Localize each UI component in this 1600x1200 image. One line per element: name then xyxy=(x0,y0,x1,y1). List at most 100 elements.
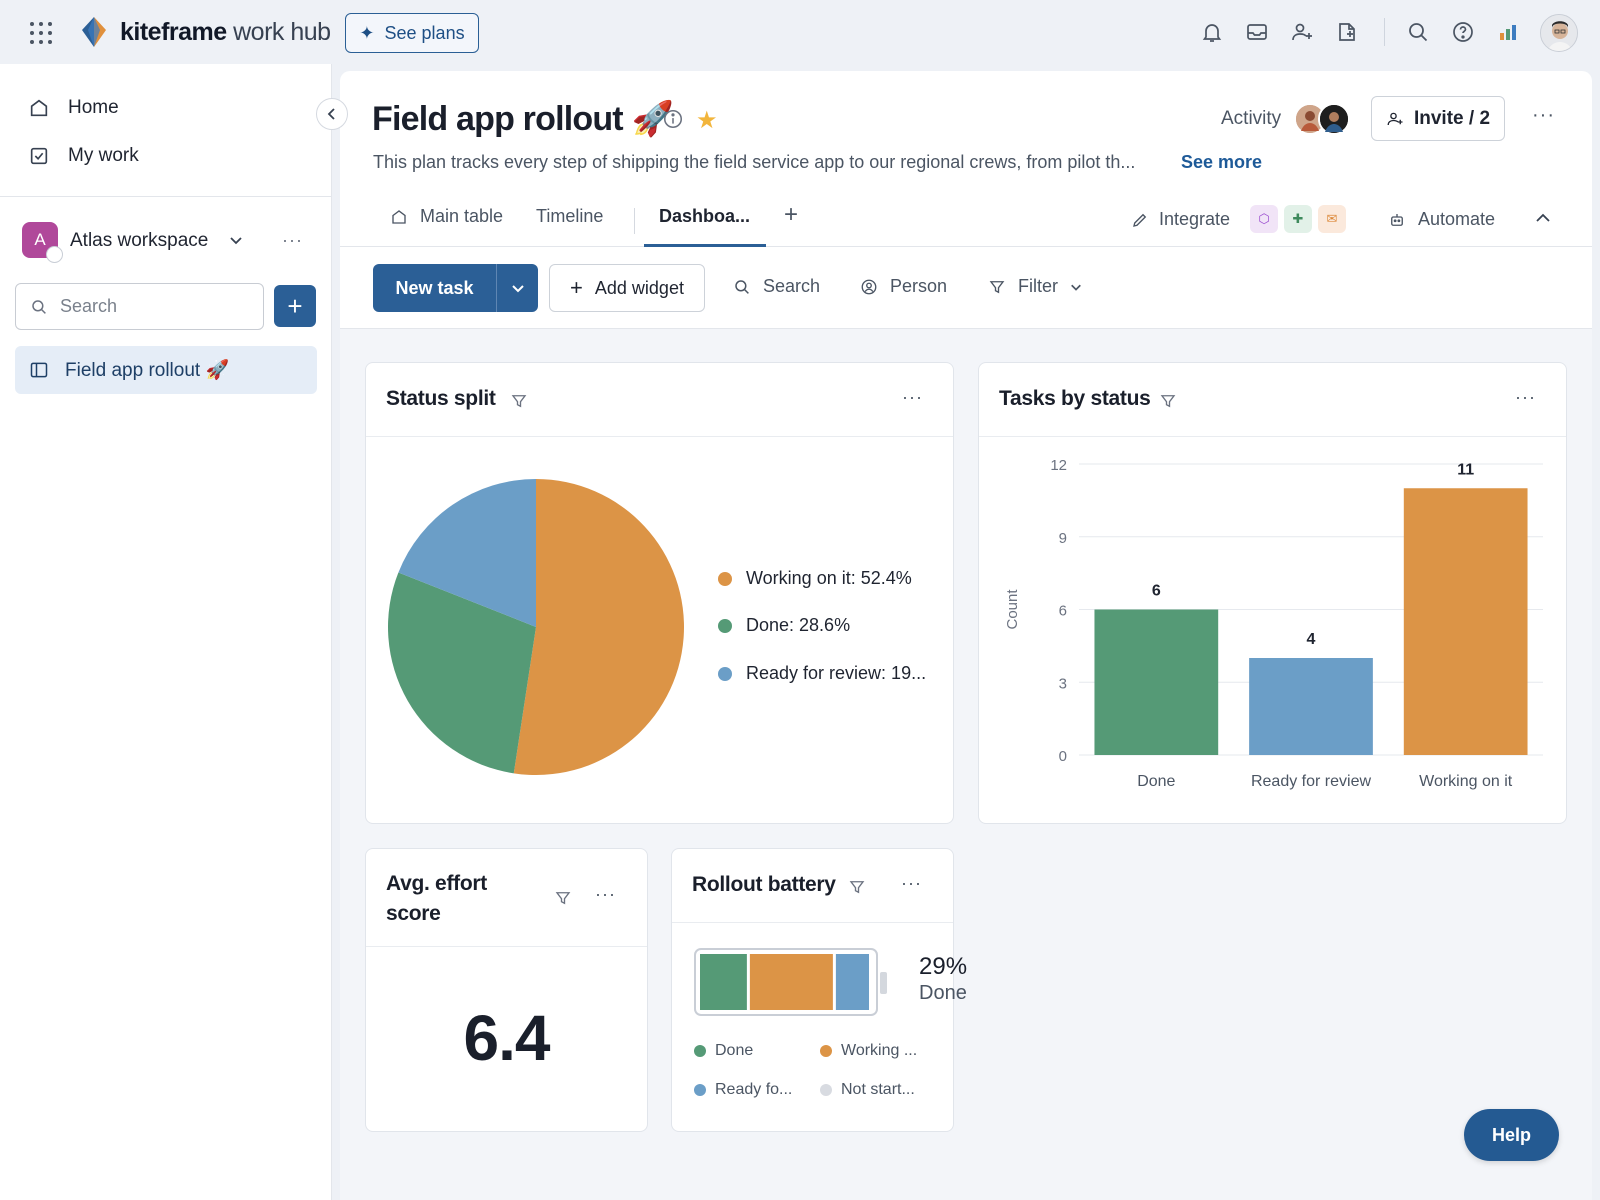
sidebar-item-home[interactable]: Home xyxy=(28,94,119,122)
sidebar-item-label: Home xyxy=(68,97,119,118)
more-icon[interactable]: ··· xyxy=(901,873,922,893)
see-more-link[interactable]: See more xyxy=(1181,152,1263,172)
filter-icon[interactable] xyxy=(1159,392,1177,410)
invite-member-icon xyxy=(1387,112,1403,125)
new-task-label[interactable]: New task xyxy=(373,264,497,312)
automate-label: Automate xyxy=(1418,209,1496,229)
new-task-dropdown[interactable] xyxy=(497,264,538,312)
integrate-button[interactable]: Integrate xyxy=(1131,209,1230,230)
add-widget-button[interactable]: + Add widget xyxy=(549,264,705,312)
more-icon[interactable]: ··· xyxy=(1532,104,1555,126)
person-label: Person xyxy=(890,276,948,296)
bell-icon[interactable] xyxy=(1200,20,1224,44)
chevron-down-icon[interactable] xyxy=(228,232,244,248)
search-input[interactable] xyxy=(60,296,240,317)
workspace-badge[interactable]: A xyxy=(22,222,63,263)
legend-label: Ready for review: 19... xyxy=(746,663,927,683)
pie-slice-done[interactable] xyxy=(388,572,536,774)
help-button[interactable]: Help xyxy=(1464,1109,1559,1161)
invite-button[interactable]: Invite / 2 xyxy=(1371,96,1505,141)
star-icon[interactable]: ★ xyxy=(696,107,718,134)
grid-icon[interactable] xyxy=(28,20,54,46)
filter-icon[interactable] xyxy=(510,392,528,410)
legend-item: Ready fo... xyxy=(694,1081,792,1099)
legend-item: Done xyxy=(694,1042,753,1060)
legend-label: Done xyxy=(715,1042,754,1059)
bar-working-on-it[interactable] xyxy=(1403,488,1528,755)
x-tick-label: Ready for review xyxy=(1251,773,1371,790)
sidebar-item-board[interactable]: Field app rollout 🚀 xyxy=(15,346,317,394)
add-item-button[interactable]: + xyxy=(274,285,316,327)
info-icon[interactable] xyxy=(662,108,684,130)
chevron-up-icon[interactable] xyxy=(1534,209,1552,227)
user-avatar[interactable] xyxy=(1540,14,1578,52)
legend-swatch xyxy=(718,571,732,586)
logo-icon xyxy=(82,17,106,47)
rollout-battery-widget: Rollout battery ··· 29% Done Done Workin… xyxy=(671,848,967,1132)
legend-label: Working on it: 52.4% xyxy=(746,568,912,588)
more-icon[interactable]: ··· xyxy=(595,884,616,904)
tab-dashboard[interactable]: Dashboa... xyxy=(659,206,750,227)
sidebar-search[interactable] xyxy=(15,283,264,330)
workspace-more-icon[interactable]: ··· xyxy=(282,230,303,250)
avatar-portrait xyxy=(1541,15,1577,51)
widget-title: Tasks by status xyxy=(999,387,1151,410)
invite-member-icon[interactable] xyxy=(1290,20,1314,44)
avatar[interactable] xyxy=(1318,103,1350,135)
avatar-portrait xyxy=(1296,105,1324,133)
battery-segment-done xyxy=(700,954,747,1010)
main-panel: Field app rollout 🚀 ★ Activity Invite / … xyxy=(340,71,1592,1200)
bar-ready-for-review[interactable] xyxy=(1249,658,1373,755)
pie-slice-ready-for-review[interactable] xyxy=(398,479,536,627)
workspace-name[interactable]: Atlas workspace xyxy=(70,230,209,251)
see-plans-button[interactable]: ✦ See plans xyxy=(345,13,479,53)
tasks-by-status-widget: Tasks by status ··· 0 3 6 9 12 Count 6 Done 4 Rea… xyxy=(978,362,1567,824)
pie-slice-working-on-it[interactable] xyxy=(513,479,684,775)
new-task-button[interactable]: New task xyxy=(373,264,538,312)
mail-icon[interactable]: ✉ xyxy=(1318,205,1346,233)
automate-button[interactable]: Automate xyxy=(1388,209,1495,230)
chart-icon[interactable] xyxy=(1496,20,1520,44)
board-description: This plan tracks every step of shipping … xyxy=(373,152,1136,172)
more-icon[interactable]: ··· xyxy=(902,387,923,407)
toolbar: New task + Add widget Search Person Filt… xyxy=(340,247,1592,329)
person-filter-button[interactable]: Person xyxy=(860,276,947,297)
y-tick-label: 6 xyxy=(1059,603,1067,620)
tab-main-table[interactable]: Main table xyxy=(390,206,503,227)
integration-app-icon[interactable]: ⬡ xyxy=(1250,205,1278,233)
search-button[interactable]: Search xyxy=(733,276,820,297)
filter-button[interactable]: Filter xyxy=(988,276,1082,297)
page-title[interactable]: Field app rollout 🚀 xyxy=(372,100,674,138)
brand-name[interactable]: kiteframe work hub xyxy=(120,18,331,46)
inbox-icon[interactable] xyxy=(1245,20,1269,44)
activity-link[interactable]: Activity xyxy=(1221,108,1282,129)
widget-header: Status split ··· xyxy=(366,363,953,437)
filter-icon[interactable] xyxy=(848,878,866,896)
divider xyxy=(1384,18,1385,46)
tab-timeline[interactable]: Timeline xyxy=(536,206,603,227)
bar-done[interactable] xyxy=(1094,609,1219,756)
invite-label: Invite / 2 xyxy=(1413,107,1491,129)
search-icon xyxy=(32,299,46,314)
legend-item: Ready for review: 19... xyxy=(718,663,926,684)
bar-data-label: 6 xyxy=(1152,583,1161,600)
add-view-icon[interactable]: + xyxy=(784,201,799,228)
tab-label: Dashboa... xyxy=(659,206,751,226)
collapse-sidebar-button[interactable] xyxy=(316,98,348,130)
search-icon[interactable] xyxy=(1406,20,1430,44)
sparkle-icon: ✦ xyxy=(359,22,375,43)
help-icon[interactable] xyxy=(1451,20,1475,44)
filter-icon[interactable] xyxy=(554,889,572,907)
widget-header: Avg. effort score ··· xyxy=(366,849,647,947)
bar-chart: 0 3 6 9 12 Count 6 Done 4 Ready for review 11 Worki… xyxy=(1004,457,1543,790)
legend-swatch xyxy=(694,1045,706,1057)
more-icon[interactable]: ··· xyxy=(1515,387,1536,407)
sidebar-item-my-work[interactable]: My work xyxy=(28,142,139,170)
y-tick-label: 3 xyxy=(1059,675,1067,692)
chevron-down-icon xyxy=(511,285,524,293)
integration-app-icon[interactable]: ✚ xyxy=(1284,205,1312,233)
divider xyxy=(0,196,332,197)
battery-percent-label: Done xyxy=(919,982,967,1004)
apps-icon[interactable] xyxy=(1335,20,1359,44)
plus-icon: + xyxy=(570,275,583,300)
